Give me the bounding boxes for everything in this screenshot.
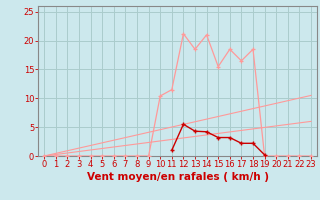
- X-axis label: Vent moyen/en rafales ( km/h ): Vent moyen/en rafales ( km/h ): [87, 172, 268, 182]
